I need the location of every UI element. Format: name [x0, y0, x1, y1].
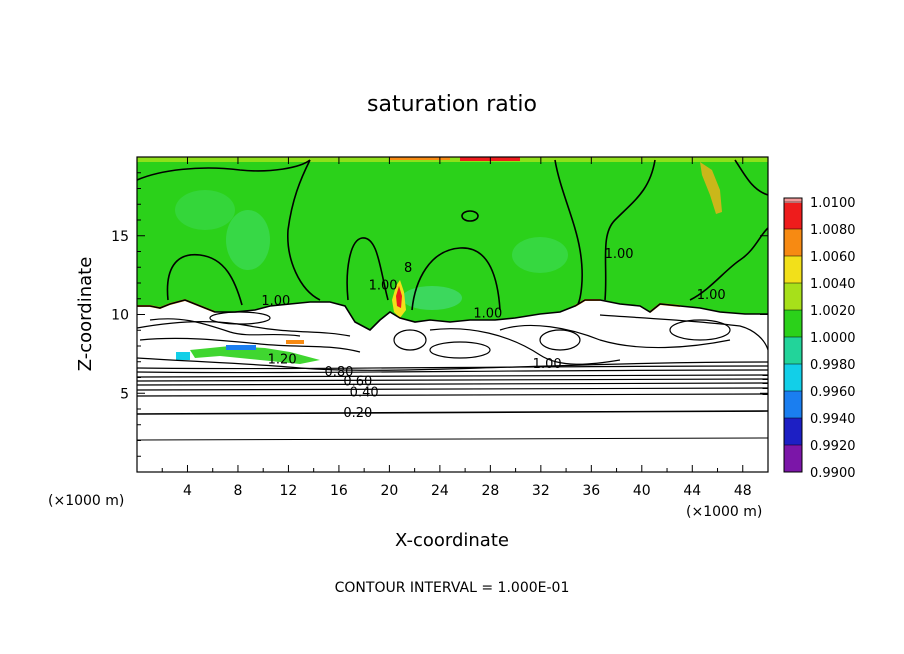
cyan-fleck [176, 352, 190, 360]
colorbar-label: 1.0000 [810, 331, 856, 346]
contour-label: 0.40 [350, 385, 379, 400]
patch [175, 190, 235, 230]
lower-blob [190, 346, 320, 364]
x-tick-label: 24 [431, 483, 449, 499]
y-units-label: (×1000 m) [48, 493, 124, 509]
colorbar-label: 0.9920 [810, 439, 856, 454]
y-tick-label: 5 [120, 386, 129, 402]
patch [402, 286, 462, 310]
colorbar-swatch [784, 391, 802, 418]
colorbar-swatch [784, 198, 802, 203]
colorbar-swatch [784, 256, 802, 283]
contour-label: 0.20 [343, 406, 372, 421]
colorbar-swatch [784, 364, 802, 391]
colorbar-swatch [784, 229, 802, 256]
chart-title: saturation ratio [367, 92, 537, 117]
top-strip [137, 157, 768, 162]
patch [226, 210, 270, 270]
contour-label: 1.00 [369, 278, 398, 293]
top-strip-orange [390, 157, 450, 160]
colorbar-swatch [784, 202, 802, 229]
contour-label: 0.80 [324, 365, 353, 380]
y-tick-label: 15 [111, 229, 129, 245]
colorbar-label: 0.9980 [810, 358, 856, 373]
colorbar-swatch [784, 418, 802, 445]
colorbar-label: 1.0080 [810, 223, 856, 238]
contour-label: 1.00 [473, 307, 502, 322]
contour-label: 1.00 [697, 288, 726, 303]
patch [512, 237, 568, 273]
contour-label: 1.00 [261, 294, 290, 309]
contour-label: 1.00 [605, 247, 634, 262]
y-axis-label: Z-coordinate [75, 257, 96, 372]
colorbar-label: 0.9960 [810, 385, 856, 400]
colorbar-swatch [784, 445, 802, 472]
y-tick-label: 10 [111, 308, 129, 324]
colorbar-label: 0.9900 [810, 466, 856, 481]
streak [700, 162, 722, 214]
colorbar-label: 1.0100 [810, 196, 856, 211]
plot-field [137, 157, 768, 472]
contour-label: 1.00 [533, 357, 562, 372]
colorbar-label: 1.0040 [810, 277, 856, 292]
x-axis-ticks: 4 8 12 16 20 24 28 32 36 40 44 48 [161, 157, 752, 499]
x-tick-label: 28 [481, 483, 499, 499]
hotspot-core [396, 286, 402, 308]
x-tick-label: 36 [582, 483, 600, 499]
x-tick-label: 12 [280, 483, 298, 499]
contour-interval-note: CONTOUR INTERVAL = 1.000E-01 [335, 580, 570, 596]
blue-fleck [226, 345, 256, 350]
orange-fleck [286, 340, 304, 344]
contours-upper [137, 159, 768, 331]
x-axis-label: X-coordinate [395, 530, 509, 551]
contour-label: 1.20 [268, 352, 297, 367]
colorbar-label: 1.0020 [810, 304, 856, 319]
contour-labels: 1.00 1.00 1.00 1.00 1.00 1.00 1.20 0.800.600.40… [261, 247, 726, 421]
colorbar-swatch [784, 337, 802, 364]
colorbar-swatch [784, 283, 802, 310]
colorbar-swatch [784, 310, 802, 337]
colorbar-label: 1.0060 [810, 250, 856, 265]
x-tick-label: 44 [683, 483, 701, 499]
x-tick-label: 4 [183, 483, 192, 499]
y-axis-ticks: 5 10 15 [111, 172, 768, 457]
x-tick-label: 40 [633, 483, 651, 499]
x-tick-label: 8 [233, 483, 242, 499]
colorbar-label: 0.9940 [810, 412, 856, 427]
x-tick-label: 16 [330, 483, 348, 499]
contours-middle [137, 311, 768, 371]
x-tick-label: 32 [532, 483, 550, 499]
x-units-label: (×1000 m) [686, 504, 762, 520]
annotation-8: 8 [404, 261, 412, 276]
x-tick-label: 20 [380, 483, 398, 499]
contour-label: 0.60 [343, 374, 372, 389]
colorbar: 0.9900 0.9920 0.9940 0.9960 0.9980 1.0000 1.00… [783, 196, 856, 481]
x-tick-label: 48 [734, 483, 752, 499]
